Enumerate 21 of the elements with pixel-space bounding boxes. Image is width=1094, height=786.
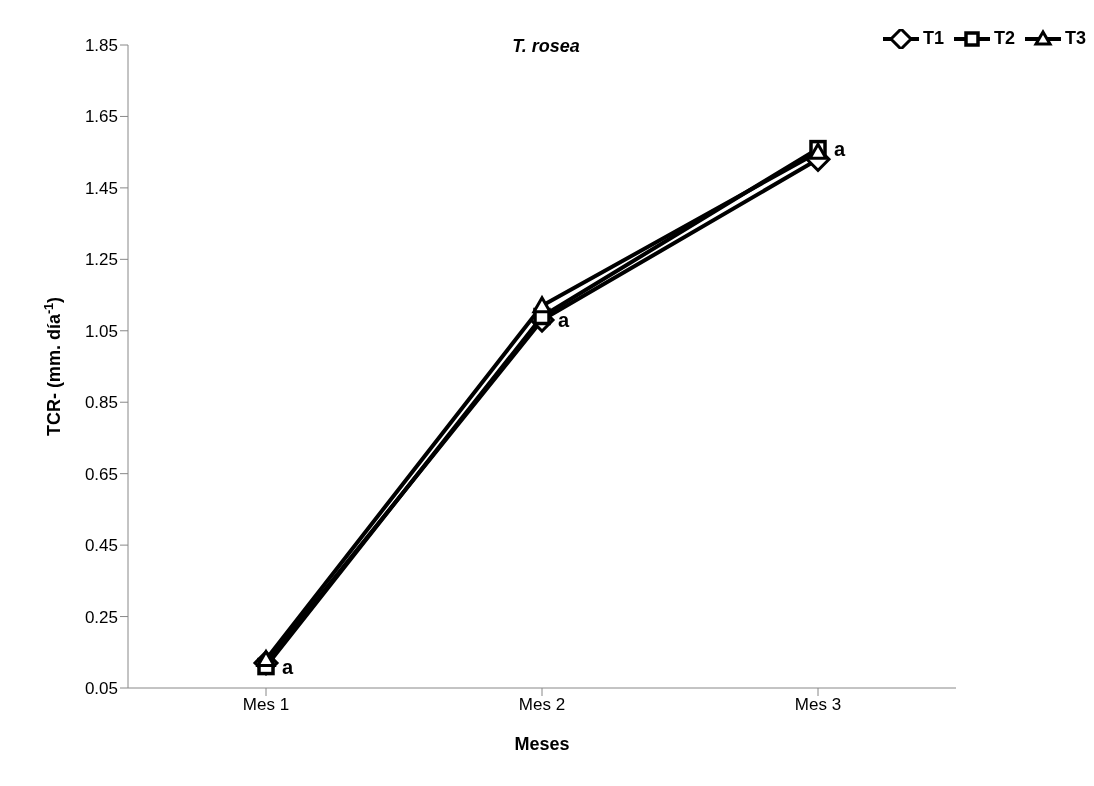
y-tick-label: 1.65 xyxy=(84,107,118,127)
y-tick-label: 1.25 xyxy=(84,250,118,270)
legend-label: T3 xyxy=(1064,28,1086,49)
x-tick-label: Mes 2 xyxy=(518,695,566,715)
y-tick-label: 0.05 xyxy=(84,679,118,699)
y-tick-label: 0.25 xyxy=(84,607,118,627)
x-axis-title: Meses xyxy=(514,734,570,754)
x-tick-label: Mes 1 xyxy=(242,695,290,715)
y-tick-label: 0.45 xyxy=(84,536,118,556)
y-tick-label: 0.85 xyxy=(84,393,118,413)
annotation: a xyxy=(558,309,570,332)
chart-title: T. rosea xyxy=(512,36,580,56)
x-tick-label: Mes 3 xyxy=(794,695,842,715)
legend-label: T2 xyxy=(992,28,1015,49)
y-tick-label: 1.05 xyxy=(84,321,118,341)
y-tick-label: 1.45 xyxy=(84,178,118,198)
y-tick-label: 0.65 xyxy=(84,464,118,484)
legend-label: T1 xyxy=(921,28,944,49)
annotation: a xyxy=(282,655,294,678)
annotation: a xyxy=(834,137,846,160)
y-tick-label: 1.85 xyxy=(84,36,118,56)
